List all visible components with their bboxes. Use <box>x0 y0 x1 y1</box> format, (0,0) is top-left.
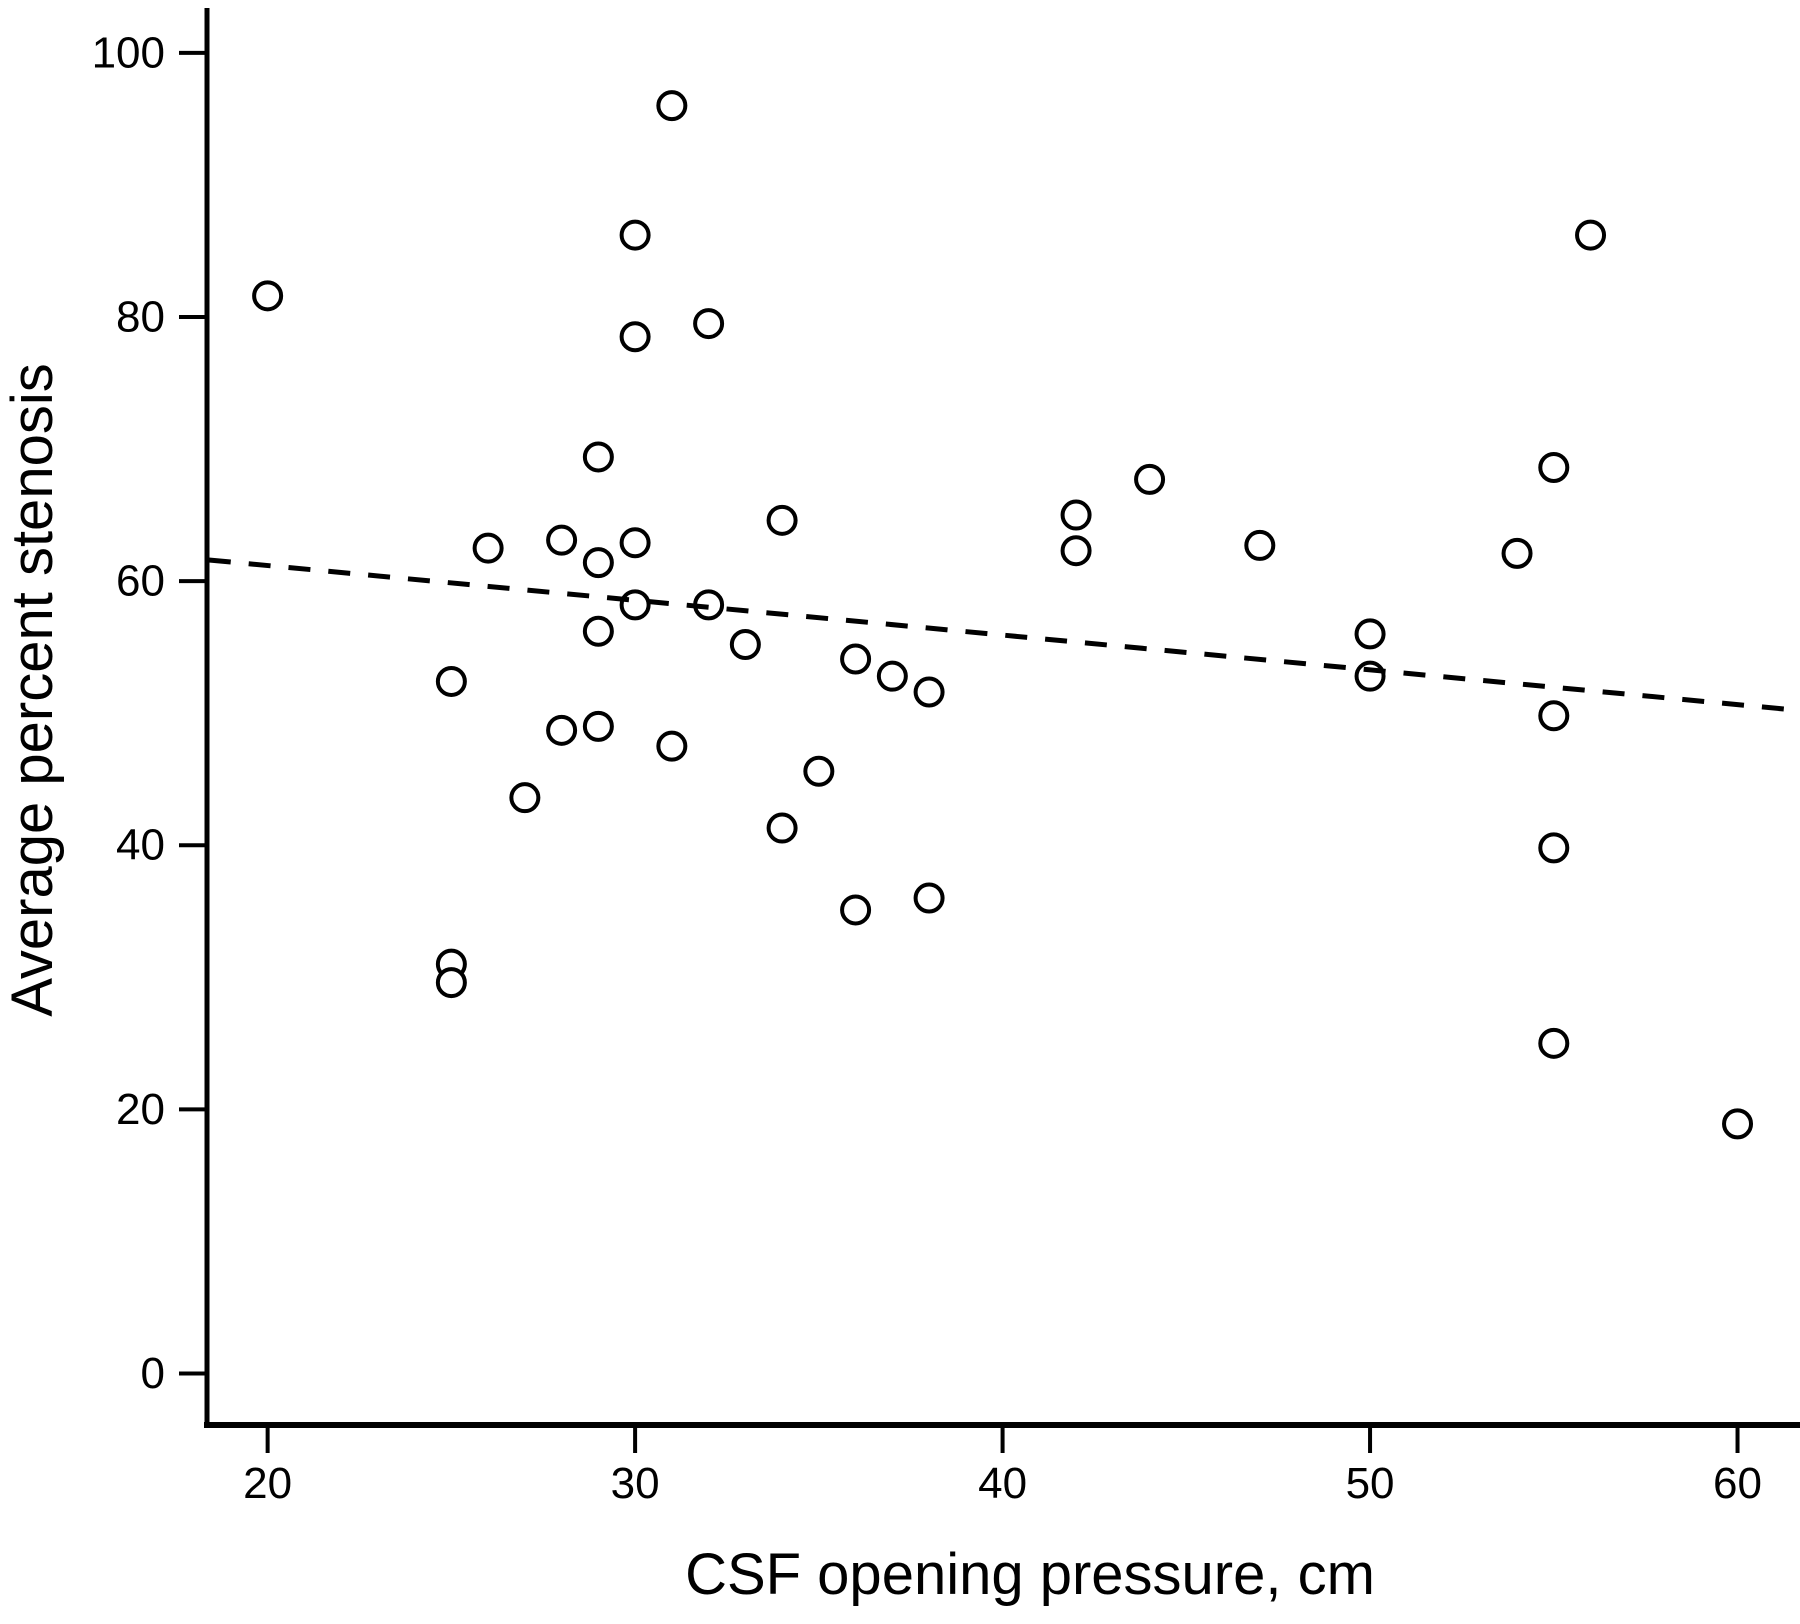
x-tick-label: 40 <box>978 1459 1027 1508</box>
data-point <box>472 532 504 564</box>
x-axis-title: CSF opening pressure, cm <box>685 1542 1375 1607</box>
data-point <box>509 782 541 814</box>
trend-line <box>208 557 1800 714</box>
data-point <box>1538 452 1570 484</box>
data-point <box>1501 537 1533 569</box>
data-point <box>803 755 835 787</box>
data-point <box>840 643 872 675</box>
data-point <box>582 547 614 579</box>
data-point <box>913 676 945 708</box>
data-point <box>435 665 467 697</box>
x-tick-labels: 20 30 40 50 60 <box>243 1459 1762 1508</box>
data-point <box>619 589 651 621</box>
data-point <box>619 219 651 251</box>
data-point <box>546 524 578 556</box>
data-point <box>729 628 761 660</box>
data-point <box>1538 1027 1570 1059</box>
y-tick-label: 0 <box>141 1349 165 1398</box>
data-point <box>582 615 614 647</box>
data-point <box>656 730 688 762</box>
y-axis-title: Average percent stenosis <box>0 363 65 1016</box>
data-point <box>766 812 798 844</box>
data-point <box>619 321 651 353</box>
data-point <box>1354 618 1386 650</box>
y-tick-label: 60 <box>116 557 165 606</box>
data-point <box>435 967 467 999</box>
x-tick-label: 60 <box>1713 1459 1762 1508</box>
data-point <box>1060 535 1092 567</box>
y-tick-label: 100 <box>92 28 165 77</box>
data-point <box>1538 700 1570 732</box>
data-point <box>913 882 945 914</box>
data-point <box>656 90 688 122</box>
data-point <box>766 504 798 536</box>
x-tick-label: 20 <box>243 1459 292 1508</box>
data-point <box>1060 499 1092 531</box>
data-point <box>619 527 651 559</box>
data-point <box>252 280 284 312</box>
data-points <box>252 90 1754 1140</box>
data-point <box>876 660 908 692</box>
y-tick-label: 40 <box>116 821 165 870</box>
y-tick-label: 20 <box>116 1085 165 1134</box>
y-tick-labels: 0 20 40 60 80 100 <box>92 28 165 1398</box>
data-point <box>693 308 725 340</box>
data-point <box>582 441 614 473</box>
axes <box>179 8 1800 1453</box>
y-tick-label: 80 <box>116 292 165 341</box>
data-point <box>582 710 614 742</box>
data-point <box>1538 832 1570 864</box>
data-point <box>1134 463 1166 495</box>
x-tick-label: 30 <box>611 1459 660 1508</box>
data-point <box>546 714 578 746</box>
data-point <box>840 894 872 926</box>
data-point <box>1722 1108 1754 1140</box>
data-point <box>1575 219 1607 251</box>
trend-line-group <box>208 557 1800 714</box>
data-point <box>1244 529 1276 561</box>
data-point <box>1354 660 1386 692</box>
x-tick-label: 50 <box>1346 1459 1395 1508</box>
